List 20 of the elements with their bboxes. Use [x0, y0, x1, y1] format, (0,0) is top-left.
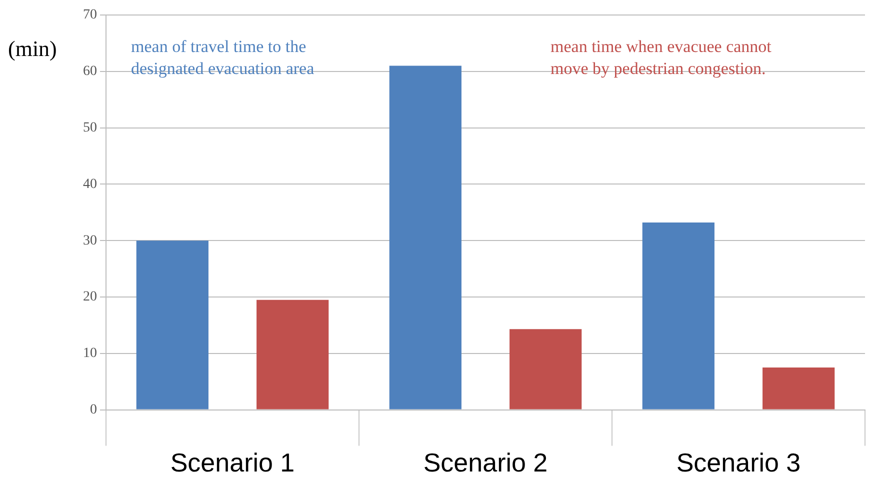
- bar: [510, 329, 582, 410]
- y-tick-label: 50: [83, 120, 97, 136]
- y-tick-label: 40: [83, 176, 97, 192]
- bar: [389, 66, 462, 410]
- y-tick-label: 20: [83, 290, 97, 305]
- y-tick-label: 0: [90, 402, 97, 418]
- y-tick-label: 60: [83, 64, 97, 80]
- y-tick-label: 10: [83, 346, 97, 362]
- y-axis-title: (min): [8, 36, 57, 61]
- x-tick-label: Scenario 2: [423, 448, 548, 478]
- text: mean of travel time to the designated evacuation area: [131, 36, 315, 78]
- x-tick-label: Scenario 1: [170, 448, 295, 478]
- bar: [762, 368, 835, 410]
- bar: [642, 222, 714, 410]
- bar: [136, 240, 208, 410]
- bar: [256, 300, 329, 410]
- text: mean time when evacuee cannot move by pedestrian congestion.: [550, 36, 772, 78]
- y-tick-label: 30: [83, 233, 97, 248]
- y-tick-label: 70: [83, 8, 97, 23]
- x-tick-label: Scenario 3: [676, 448, 801, 478]
